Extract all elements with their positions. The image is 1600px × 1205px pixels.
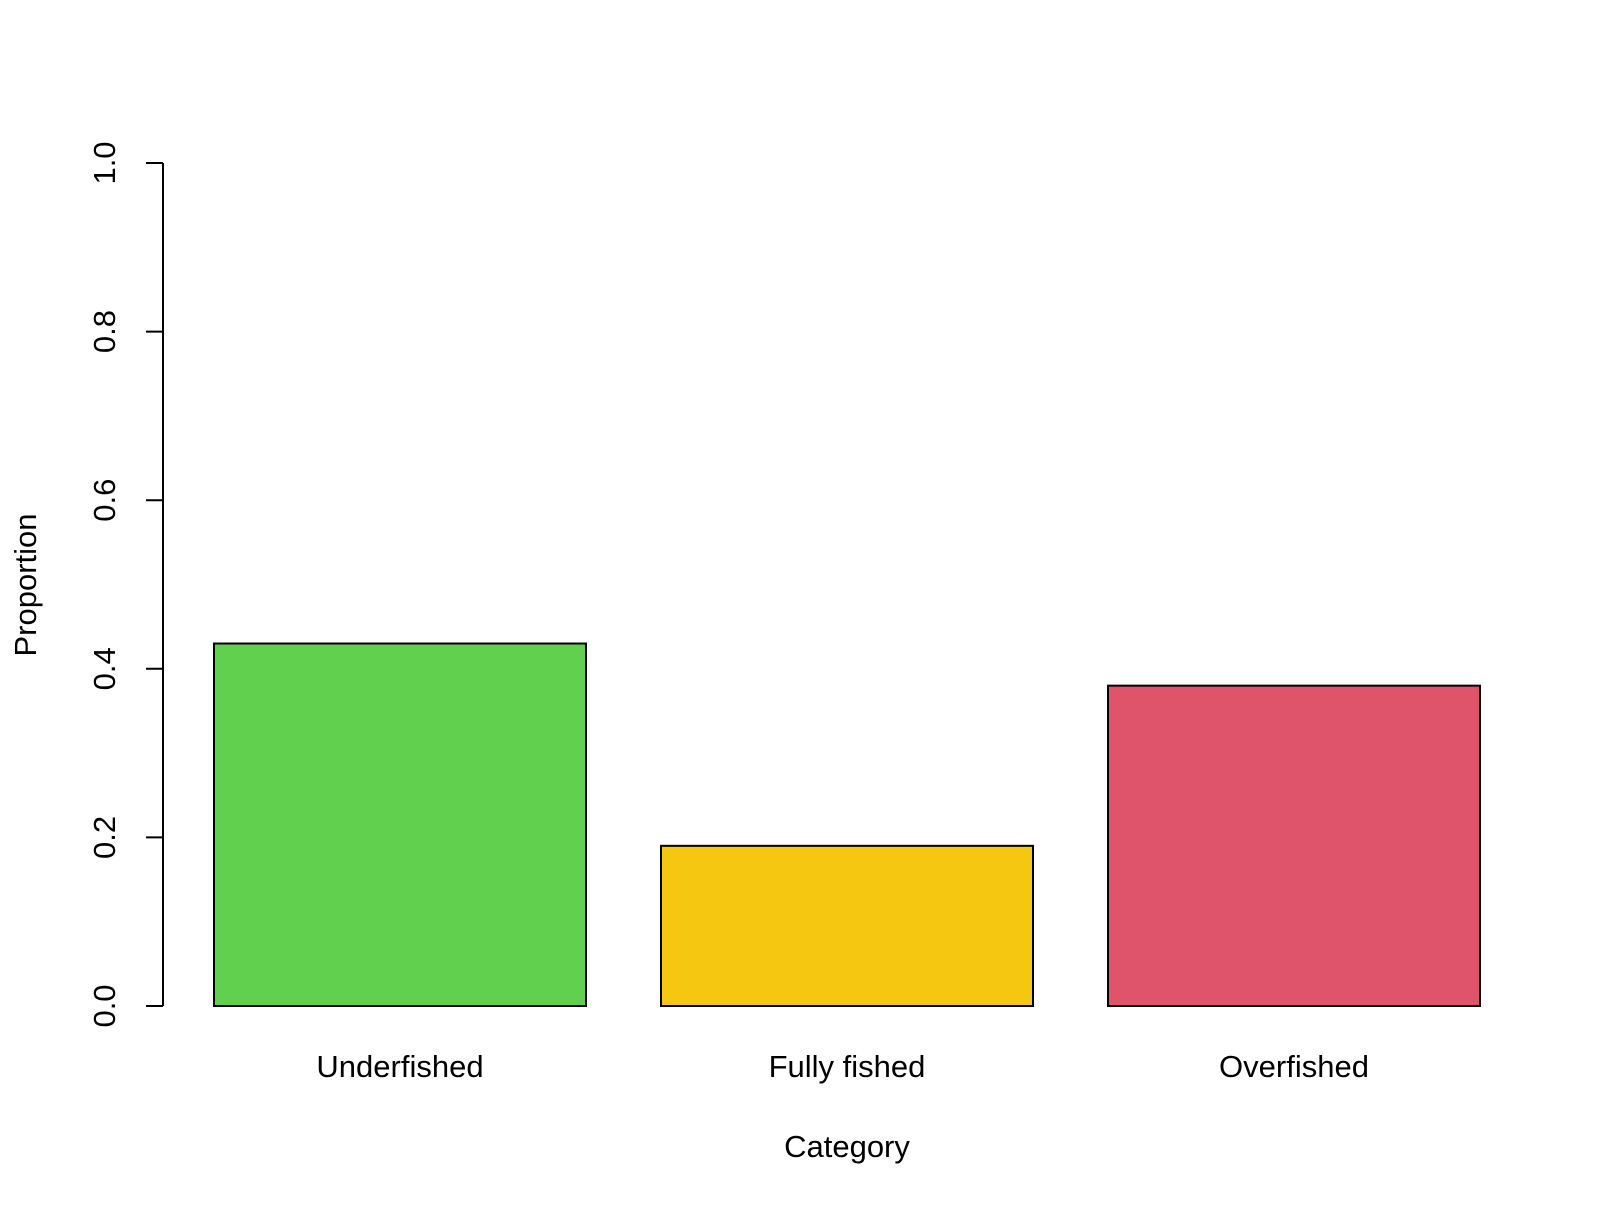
y-tick-label: 0.8 <box>87 310 122 353</box>
y-axis: 0.0 0.2 0.4 0.6 0.8 1.0 <box>87 141 164 1028</box>
x-tick-label: Overfished <box>1219 1049 1369 1084</box>
y-tick-label: 0.0 <box>87 984 122 1027</box>
y-tick-label: 0.2 <box>87 816 122 859</box>
bar-fully-fished <box>660 844 1034 1008</box>
bar-underfished <box>213 642 587 1007</box>
bar-overfished <box>1107 684 1481 1007</box>
x-axis-title: Category <box>784 1129 910 1164</box>
x-tick-label: Underfished <box>316 1049 483 1084</box>
y-tick-label: 0.4 <box>87 647 122 690</box>
x-tick-label: Fully fished <box>769 1049 926 1084</box>
y-tick-label: 0.6 <box>87 479 122 522</box>
y-tick-label: 1.0 <box>87 141 122 184</box>
bars-layer <box>213 642 1481 1008</box>
y-axis-title: Proportion <box>8 513 43 656</box>
x-axis-labels: Underfished Fully fished Overfished <box>316 1049 1369 1084</box>
